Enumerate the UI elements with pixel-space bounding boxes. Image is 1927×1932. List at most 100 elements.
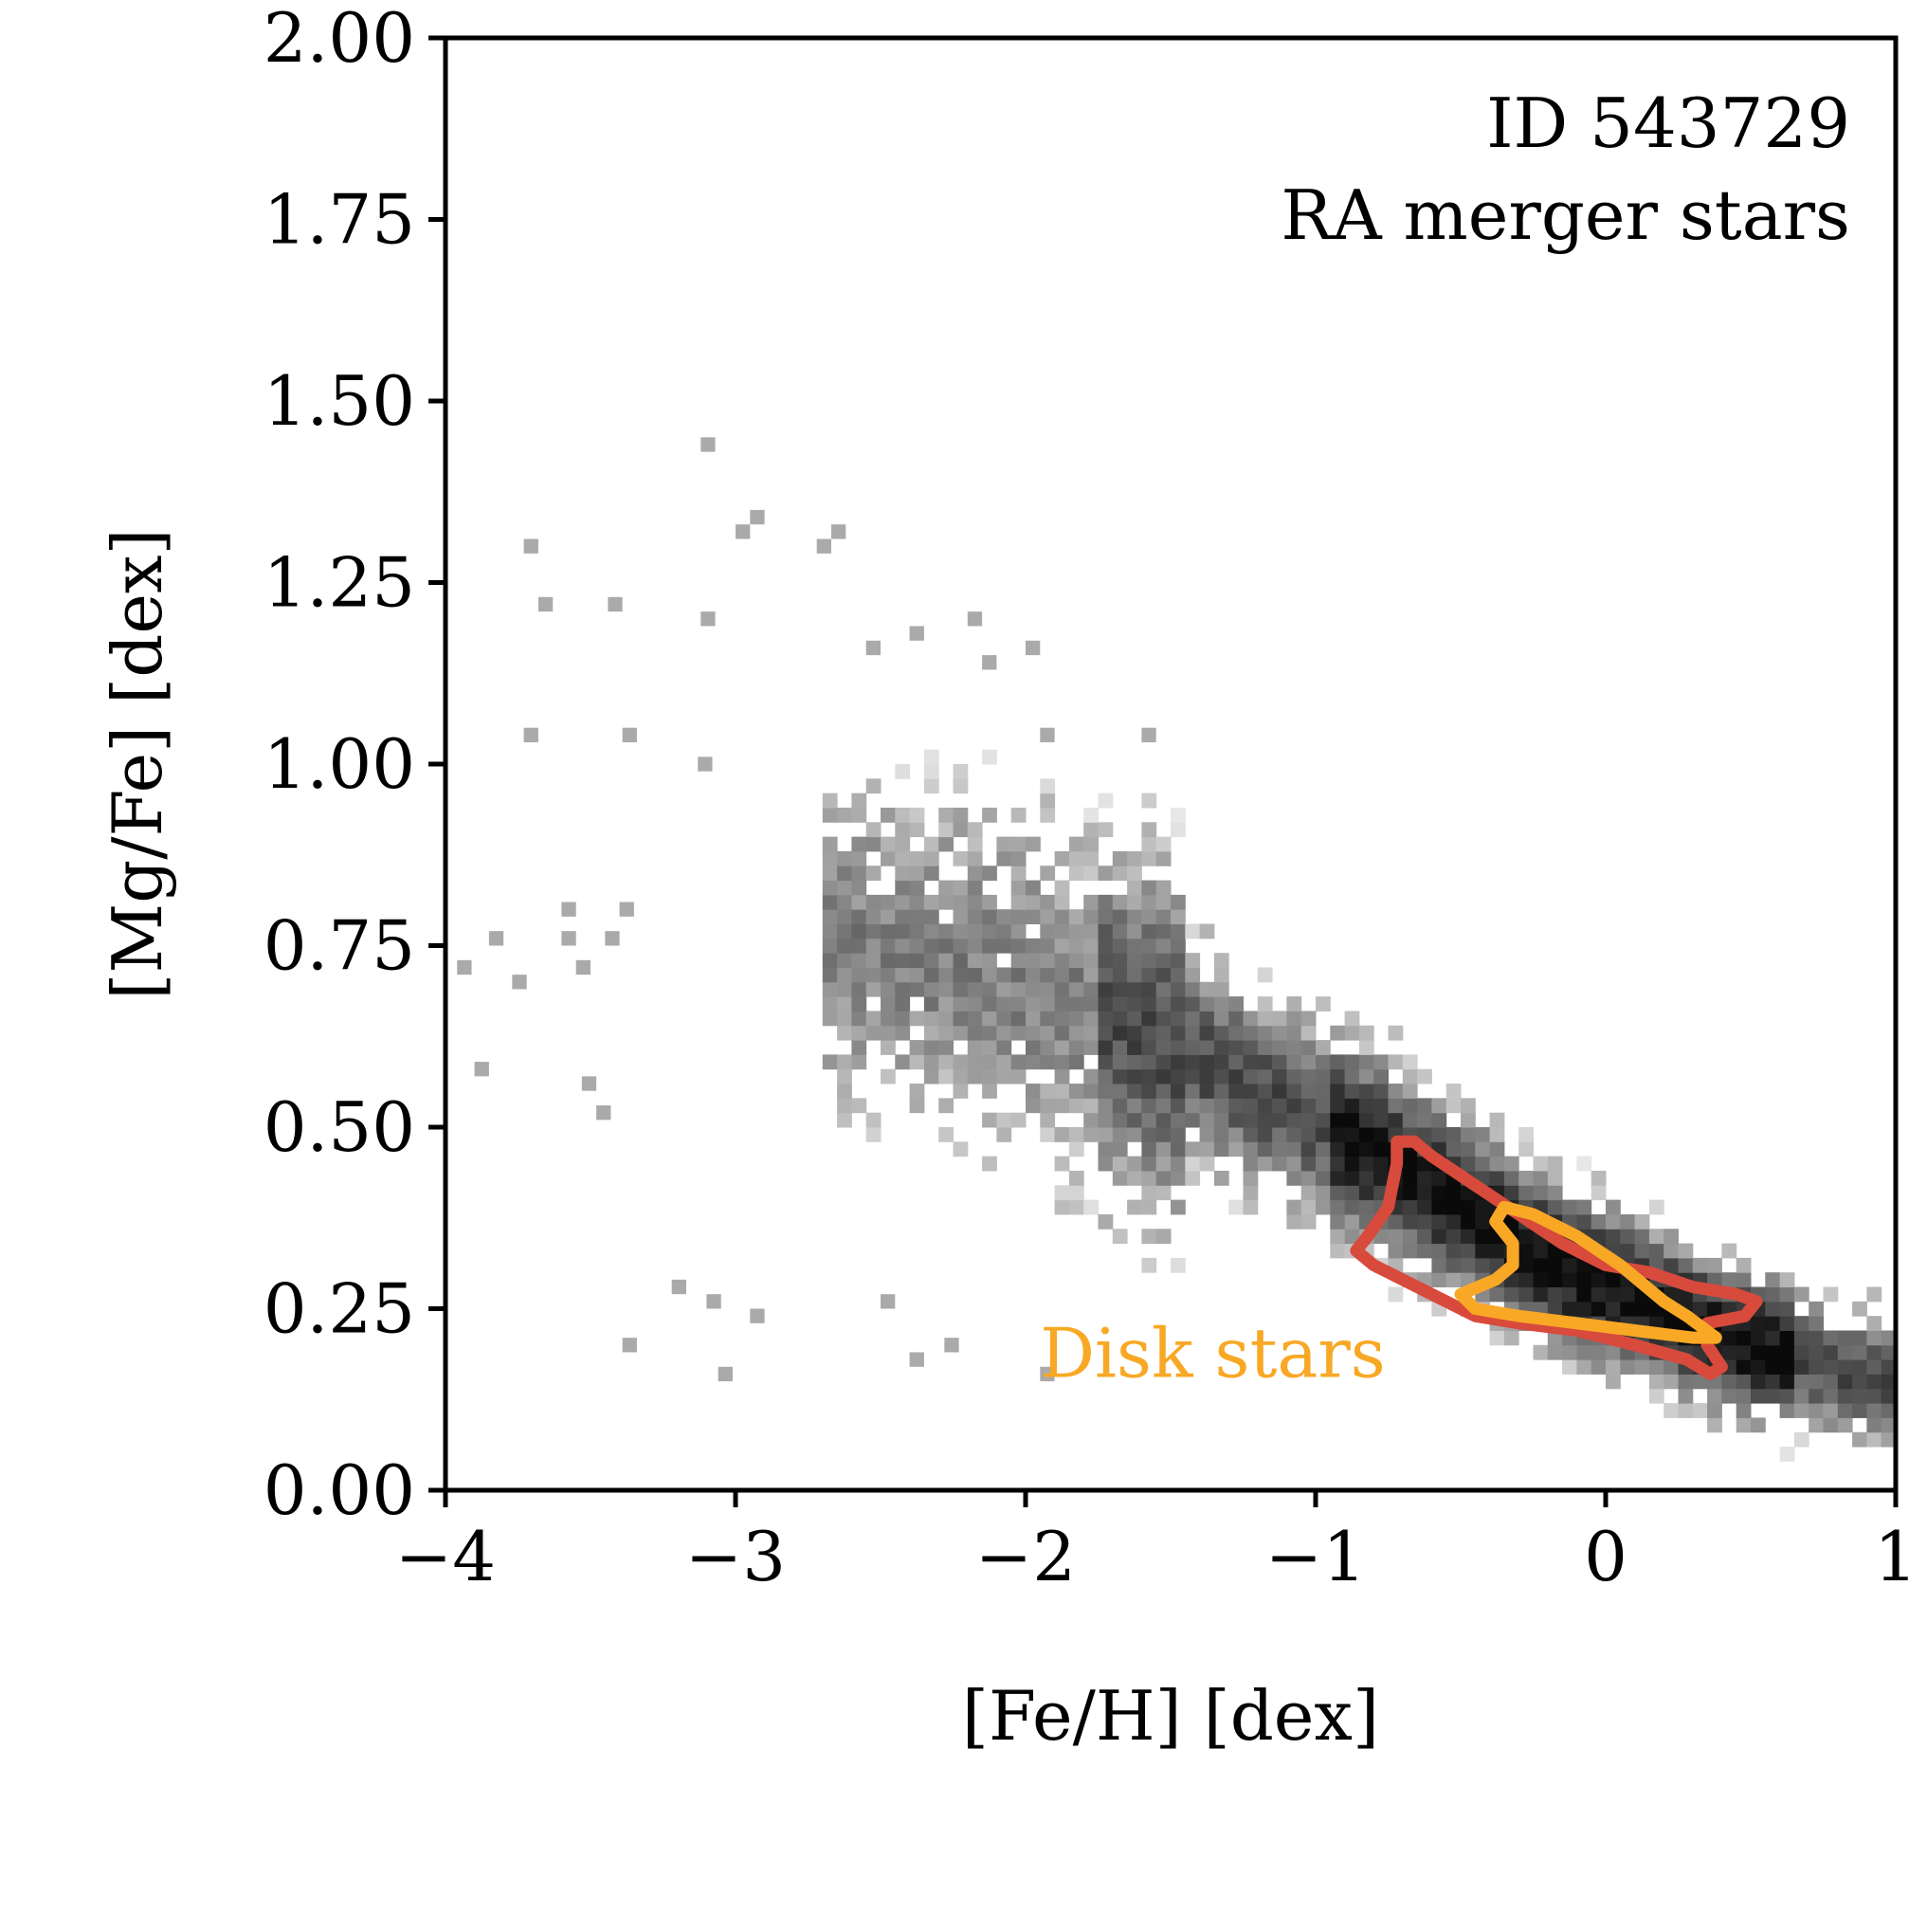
density-cell (967, 822, 983, 838)
density-cell (1358, 1185, 1374, 1201)
density-cell (1083, 1098, 1099, 1114)
density-cell (1054, 909, 1070, 925)
density-cell (1736, 1359, 1752, 1375)
density-cell (1185, 923, 1201, 939)
density-cell (1461, 1243, 1476, 1259)
density-cell (1171, 1170, 1186, 1186)
density-cell (1300, 1084, 1317, 1099)
density-cell (1286, 1054, 1302, 1070)
density-cell (1417, 1170, 1432, 1186)
density-cell (1127, 1170, 1142, 1186)
density-cell (1562, 1286, 1577, 1303)
density-cell (1779, 1286, 1795, 1303)
y-axis-title: [Mg/Fe] [dex] (98, 528, 177, 999)
density-cell (909, 923, 925, 939)
sparse-cell (474, 1062, 489, 1077)
density-cell (1127, 1025, 1142, 1041)
density-cell (1083, 807, 1099, 823)
density-cell (1736, 1403, 1752, 1418)
density-cell (938, 1025, 954, 1041)
density-cell (1199, 1127, 1215, 1142)
density-cell (1300, 1025, 1317, 1041)
density-cell (1171, 1257, 1186, 1273)
density-cell (1155, 1025, 1172, 1041)
density-cell (1591, 1286, 1607, 1303)
y-tick-label: 1.00 (264, 724, 415, 804)
sparse-cell (909, 1352, 924, 1367)
density-cell (923, 894, 939, 910)
density-cell (1692, 1403, 1708, 1418)
density-cell (1300, 1011, 1317, 1027)
density-cell (1489, 1141, 1505, 1157)
density-cell (1141, 1170, 1157, 1186)
density-cell (1300, 1098, 1317, 1114)
density-cell (1141, 880, 1157, 896)
density-cell (1257, 1112, 1273, 1128)
density-cell (1503, 1286, 1519, 1303)
density-cell (953, 807, 969, 823)
density-cell (1852, 1344, 1867, 1360)
density-cell (1112, 967, 1128, 983)
density-cell (1098, 894, 1114, 910)
density-cell (1837, 1359, 1853, 1375)
density-cell (1199, 1068, 1215, 1084)
density-cell (953, 953, 969, 968)
density-cell (953, 894, 969, 910)
density-cell (1503, 1156, 1519, 1172)
density-cell (1171, 953, 1186, 968)
density-cell (1054, 850, 1070, 866)
density-cell (923, 836, 939, 852)
sparse-cell (523, 538, 538, 554)
density-cell (982, 749, 997, 765)
contour-layer (1350, 1135, 1763, 1380)
density-cell (1881, 1417, 1897, 1433)
density-cell (1185, 1025, 1201, 1041)
density-cell (822, 1011, 838, 1027)
density-cell (1185, 1112, 1201, 1128)
density-cell (1155, 894, 1172, 910)
density-cell (996, 1011, 1012, 1027)
density-cell (1344, 1185, 1360, 1201)
density-cell (1127, 1040, 1142, 1055)
density-cell (881, 953, 896, 968)
density-cell (1272, 1011, 1287, 1027)
density-cell (1503, 1170, 1519, 1186)
density-cell (1083, 850, 1099, 866)
density-cell (1112, 1011, 1128, 1027)
density-cell (1445, 1199, 1462, 1215)
density-cell (938, 1068, 954, 1084)
density-cell (1026, 880, 1041, 896)
density-cell (1461, 1141, 1476, 1157)
density-cell (1402, 1213, 1418, 1230)
density-cell (953, 1141, 969, 1157)
density-cell (1373, 1156, 1389, 1172)
density-cell (1243, 1141, 1259, 1157)
density-cell (1779, 1272, 1795, 1288)
density-cell (1141, 967, 1157, 983)
density-cell (1533, 1272, 1549, 1288)
density-cell (1417, 1199, 1432, 1215)
density-cell (851, 981, 867, 997)
sparse-cell (816, 538, 831, 554)
density-cell (1591, 1229, 1607, 1245)
density-cell (1620, 1229, 1636, 1245)
density-cell (1127, 967, 1142, 983)
y-tick-label: 1.25 (264, 543, 415, 623)
density-cell (1040, 981, 1056, 997)
x-tick-label: −3 (685, 1517, 786, 1596)
density-cell (1010, 1112, 1027, 1128)
density-cell (1199, 1054, 1215, 1070)
density-cell (1112, 1112, 1128, 1128)
density-cell (1243, 1127, 1259, 1142)
density-cell (822, 807, 838, 823)
density-cell (1199, 981, 1215, 997)
density-cell (1518, 1243, 1534, 1259)
density-cell (1083, 953, 1099, 968)
density-cell (1228, 1054, 1244, 1070)
sparse-cell (865, 640, 881, 656)
density-cell (1330, 1229, 1346, 1245)
density-cell (1663, 1229, 1679, 1245)
density-cell (1547, 1185, 1563, 1201)
density-cell (967, 909, 983, 925)
density-cell (1793, 1403, 1809, 1418)
